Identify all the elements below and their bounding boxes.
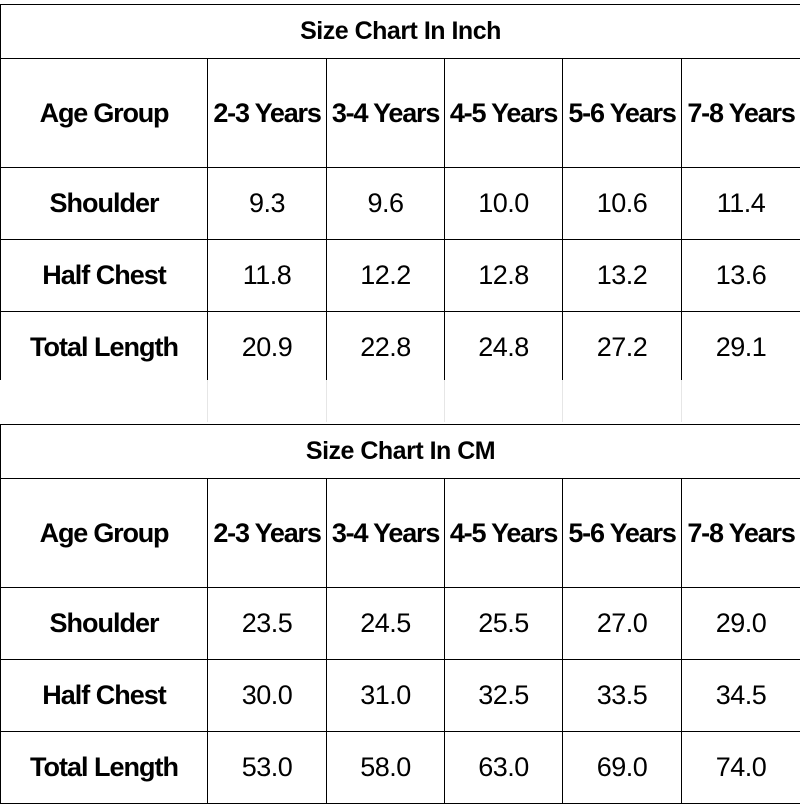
table-cell: 69.0 xyxy=(563,732,682,804)
table-title-row: Size Chart In Inch xyxy=(1,5,800,59)
table-cell: 13.6 xyxy=(682,240,800,312)
table-cell: 13.2 xyxy=(563,240,682,312)
column-header: 4-5 Years xyxy=(445,479,563,588)
table-cell: 74.0 xyxy=(682,732,800,804)
row-label: Total Length xyxy=(1,312,208,384)
table-row: Half Chest 30.0 31.0 32.5 33.5 34.5 xyxy=(1,660,800,732)
table-header-row: Age Group 2-3 Years 3-4 Years 4-5 Years … xyxy=(1,59,800,168)
column-header: 3-4 Years xyxy=(327,59,445,168)
size-chart-cm-table: Size Chart In CM Age Group 2-3 Years 3-4… xyxy=(0,424,800,804)
table-cell: 10.6 xyxy=(563,168,682,240)
table-row: Shoulder 9.3 9.6 10.0 10.6 11.4 xyxy=(1,168,800,240)
table-cell: 58.0 xyxy=(327,732,445,804)
table-row: Total Length 20.9 22.8 24.8 27.2 29.1 xyxy=(1,312,800,384)
gridline xyxy=(207,380,208,422)
table-cell: 29.0 xyxy=(682,588,800,660)
table-cell: 9.6 xyxy=(327,168,445,240)
table-cell: 12.2 xyxy=(327,240,445,312)
age-group-header: Age Group xyxy=(1,59,208,168)
table-cell: 27.0 xyxy=(563,588,682,660)
size-chart-inch-table: Size Chart In Inch Age Group 2-3 Years 3… xyxy=(0,4,800,384)
table-row: Shoulder 23.5 24.5 25.5 27.0 29.0 xyxy=(1,588,800,660)
column-header: 2-3 Years xyxy=(208,59,327,168)
table-cell: 11.4 xyxy=(682,168,800,240)
table-cell: 32.5 xyxy=(445,660,563,732)
column-header: 7-8 Years xyxy=(682,479,800,588)
row-label: Shoulder xyxy=(1,168,208,240)
table-cell: 11.8 xyxy=(208,240,327,312)
table-cell: 27.2 xyxy=(563,312,682,384)
table-cell: 29.1 xyxy=(682,312,800,384)
row-label: Total Length xyxy=(1,732,208,804)
row-label: Half Chest xyxy=(1,660,208,732)
table-title: Size Chart In CM xyxy=(1,425,800,479)
gridline xyxy=(326,380,327,422)
table-cell: 23.5 xyxy=(208,588,327,660)
table-cell: 53.0 xyxy=(208,732,327,804)
table-cell: 34.5 xyxy=(682,660,800,732)
column-header: 3-4 Years xyxy=(327,479,445,588)
table-cell: 30.0 xyxy=(208,660,327,732)
column-header: 7-8 Years xyxy=(682,59,800,168)
table-cell: 20.9 xyxy=(208,312,327,384)
table-cell: 12.8 xyxy=(445,240,563,312)
row-label: Shoulder xyxy=(1,588,208,660)
table-row: Half Chest 11.8 12.2 12.8 13.2 13.6 xyxy=(1,240,800,312)
table-gap xyxy=(0,380,800,422)
age-group-header: Age Group xyxy=(1,479,208,588)
table-row: Total Length 53.0 58.0 63.0 69.0 74.0 xyxy=(1,732,800,804)
table-cell: 33.5 xyxy=(563,660,682,732)
table-title-row: Size Chart In CM xyxy=(1,425,800,479)
column-header: 2-3 Years xyxy=(208,479,327,588)
table-header-row: Age Group 2-3 Years 3-4 Years 4-5 Years … xyxy=(1,479,800,588)
table-cell: 31.0 xyxy=(327,660,445,732)
table-cell: 63.0 xyxy=(445,732,563,804)
column-header: 5-6 Years xyxy=(563,59,682,168)
table-title: Size Chart In Inch xyxy=(1,5,800,59)
table-cell: 10.0 xyxy=(445,168,563,240)
table-cell: 22.8 xyxy=(327,312,445,384)
row-label: Half Chest xyxy=(1,240,208,312)
table-cell: 24.5 xyxy=(327,588,445,660)
gridline xyxy=(444,380,445,422)
column-header: 5-6 Years xyxy=(563,479,682,588)
table-cell: 9.3 xyxy=(208,168,327,240)
gridline xyxy=(681,380,682,422)
gridline xyxy=(562,380,563,422)
table-cell: 25.5 xyxy=(445,588,563,660)
table-cell: 24.8 xyxy=(445,312,563,384)
column-header: 4-5 Years xyxy=(445,59,563,168)
